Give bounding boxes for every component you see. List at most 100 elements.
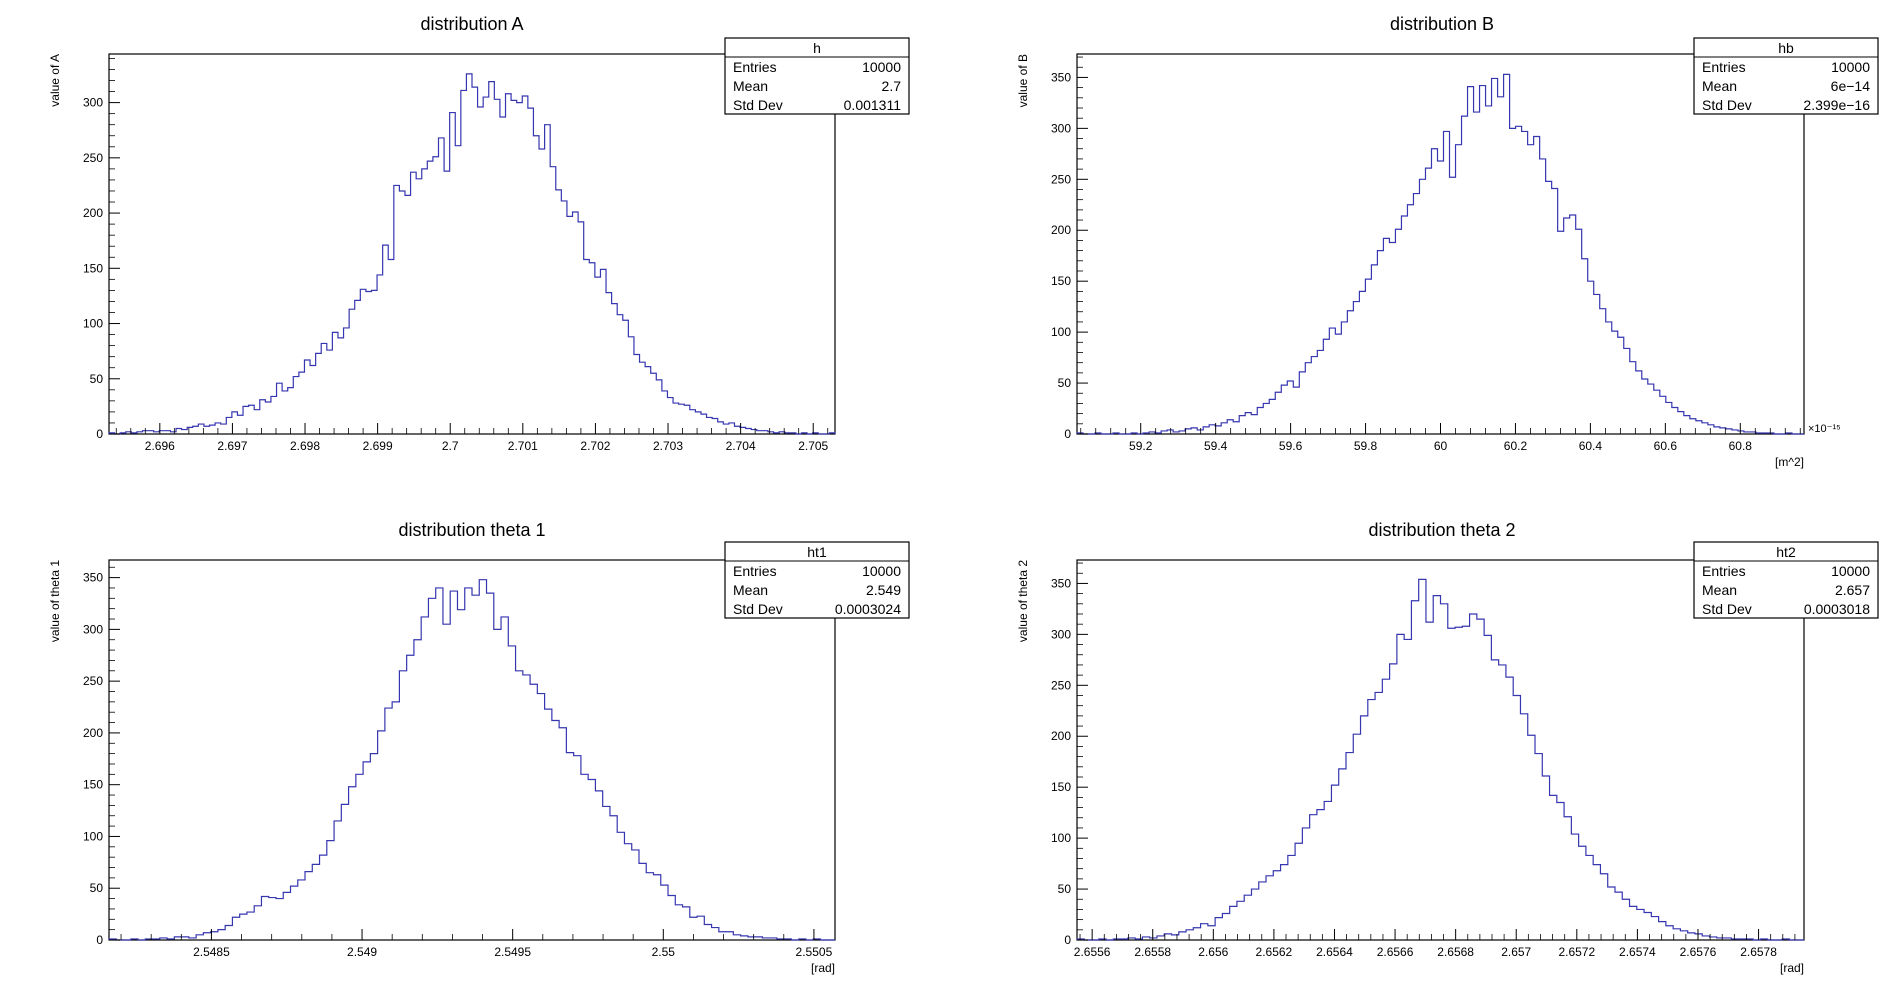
chart-pad-1: distribution A 2.696 2.697 2.698 2.699 2.7 2.7… bbox=[48, 14, 910, 453]
x-tick-label: 2.701 bbox=[508, 439, 538, 453]
stats-label: Mean bbox=[1702, 582, 1737, 598]
stats-box: ht1 Entries 10000 Mean 2.549 Std Dev 0.0003024 bbox=[724, 541, 910, 619]
stats-value: 2.7 bbox=[882, 78, 902, 94]
y-tick-label: 250 bbox=[1051, 678, 1071, 692]
stats-label: Entries bbox=[1702, 563, 1746, 579]
stats-label: Std Dev bbox=[733, 601, 783, 617]
y-tick-label: 150 bbox=[83, 778, 103, 792]
stats-label: Std Dev bbox=[733, 97, 783, 113]
x-axis-label: [rad] bbox=[811, 961, 835, 975]
stats-box: ht2 Entries 10000 Mean 2.657 Std Dev 0.0003018 bbox=[1693, 541, 1879, 619]
stats-value: 10000 bbox=[1831, 59, 1870, 75]
y-tick-label: 0 bbox=[1064, 933, 1071, 947]
x-tick-label: 2.55 bbox=[652, 945, 676, 959]
stats-value: 0.0003024 bbox=[835, 601, 901, 617]
stats-value: 10000 bbox=[1831, 563, 1870, 579]
stats-frame bbox=[1693, 541, 1879, 619]
chart-title: distribution A bbox=[420, 14, 523, 34]
x-tick-label: 2.7 bbox=[442, 439, 459, 453]
x-tick-label: 2.6556 bbox=[1074, 945, 1111, 959]
y-tick-label: 250 bbox=[83, 674, 103, 688]
plot-frame bbox=[108, 53, 836, 435]
plot-frame bbox=[1076, 559, 1805, 941]
chart-pad-3: distribution theta 1 2.5485 2.549 2.5495 2.5… bbox=[48, 520, 910, 975]
stats-label: Entries bbox=[733, 59, 777, 75]
y-tick-label: 150 bbox=[1051, 274, 1071, 288]
stats-name: ht2 bbox=[1776, 544, 1796, 560]
x-tick-label: 2.698 bbox=[290, 439, 320, 453]
stats-label: Entries bbox=[733, 563, 777, 579]
y-tick-label: 350 bbox=[1051, 576, 1071, 590]
x-axis-label: [rad] bbox=[1780, 961, 1804, 975]
y-tick-label: 50 bbox=[90, 881, 104, 895]
x-tick-label: 2.549 bbox=[347, 945, 377, 959]
stats-value: 6e−14 bbox=[1831, 78, 1871, 94]
x-tick-label: 2.5485 bbox=[193, 945, 230, 959]
stats-frame bbox=[724, 541, 910, 619]
x-tick-label: 2.5505 bbox=[796, 945, 833, 959]
x-tick-label: 2.697 bbox=[217, 439, 247, 453]
x-axis-multiplier: ×10⁻¹⁵ bbox=[1808, 423, 1841, 435]
y-tick-label: 150 bbox=[83, 261, 103, 275]
stats-box: h Entries 10000 Mean 2.7 Std Dev 0.001311 bbox=[724, 37, 910, 115]
y-tick-label: 100 bbox=[83, 317, 103, 331]
x-tick-label: 2.703 bbox=[653, 439, 683, 453]
histogram-line bbox=[108, 73, 836, 435]
stats-name: ht1 bbox=[807, 544, 827, 560]
y-tick-label: 100 bbox=[1051, 831, 1071, 845]
y-tick-label: 350 bbox=[83, 571, 103, 585]
stats-name: h bbox=[813, 40, 821, 56]
x-tick-label: 2.699 bbox=[363, 439, 393, 453]
y-tick-label: 0 bbox=[1064, 427, 1071, 441]
x-tick-label: 2.702 bbox=[580, 439, 610, 453]
y-tick-label: 100 bbox=[1051, 325, 1071, 339]
y-tick-label: 50 bbox=[90, 372, 104, 386]
x-tick-label: 59.2 bbox=[1129, 439, 1153, 453]
x-tick-label: 59.4 bbox=[1204, 439, 1228, 453]
x-tick-label: 2.657 bbox=[1501, 945, 1531, 959]
x-tick-label: 2.6566 bbox=[1377, 945, 1414, 959]
stats-value: 0.0003018 bbox=[1804, 601, 1870, 617]
y-tick-label: 0 bbox=[96, 427, 103, 441]
stats-frame bbox=[1693, 37, 1879, 115]
stats-box: hb Entries 10000 Mean 6e−14 Std Dev 2.399e−16 bbox=[1693, 37, 1879, 115]
y-axis-label: value of A bbox=[48, 54, 62, 107]
histogram-line bbox=[108, 579, 835, 941]
x-tick-label: 2.656 bbox=[1198, 945, 1228, 959]
y-tick-label: 200 bbox=[1051, 729, 1071, 743]
x-tick-label: 2.696 bbox=[145, 439, 175, 453]
histogram-line bbox=[1076, 73, 1804, 435]
y-axis-label: value of theta 1 bbox=[48, 560, 62, 642]
y-tick-label: 100 bbox=[83, 829, 103, 843]
chart-title: distribution B bbox=[1390, 14, 1494, 34]
x-tick-label: 2.704 bbox=[726, 439, 756, 453]
y-tick-label: 50 bbox=[1058, 376, 1072, 390]
y-axis-label: value of theta 2 bbox=[1016, 560, 1030, 642]
x-tick-label: 60 bbox=[1434, 439, 1448, 453]
stats-label: Std Dev bbox=[1702, 601, 1752, 617]
chart-pad-2: distribution B 59.2 59.4 59.6 59.8 60 60.2 60.4… bbox=[1016, 14, 1879, 469]
y-tick-label: 250 bbox=[83, 151, 103, 165]
x-tick-label: 2.6574 bbox=[1619, 945, 1656, 959]
chart-title: distribution theta 1 bbox=[398, 520, 545, 540]
y-tick-label: 300 bbox=[83, 622, 103, 636]
x-tick-label: 2.705 bbox=[798, 439, 828, 453]
y-tick-label: 200 bbox=[83, 726, 103, 740]
chart-pad-4: distribution theta 2 2.6556 2.6558 2.656 2.6… bbox=[1016, 520, 1879, 975]
y-tick-label: 250 bbox=[1051, 172, 1071, 186]
x-tick-label: 60.4 bbox=[1579, 439, 1603, 453]
stats-value: 10000 bbox=[862, 563, 901, 579]
x-tick-label: 2.5495 bbox=[494, 945, 531, 959]
stats-label: Entries bbox=[1702, 59, 1746, 75]
chart-title: distribution theta 2 bbox=[1368, 520, 1515, 540]
x-axis-label: [m^2] bbox=[1775, 455, 1804, 469]
y-tick-label: 150 bbox=[1051, 780, 1071, 794]
x-tick-label: 60.6 bbox=[1654, 439, 1678, 453]
x-tick-label: 2.6562 bbox=[1256, 945, 1293, 959]
y-tick-label: 200 bbox=[1051, 223, 1071, 237]
x-tick-label: 2.6576 bbox=[1680, 945, 1717, 959]
y-tick-label: 0 bbox=[96, 933, 103, 947]
x-tick-label: 2.6578 bbox=[1740, 945, 1777, 959]
histogram-line bbox=[1076, 578, 1804, 941]
